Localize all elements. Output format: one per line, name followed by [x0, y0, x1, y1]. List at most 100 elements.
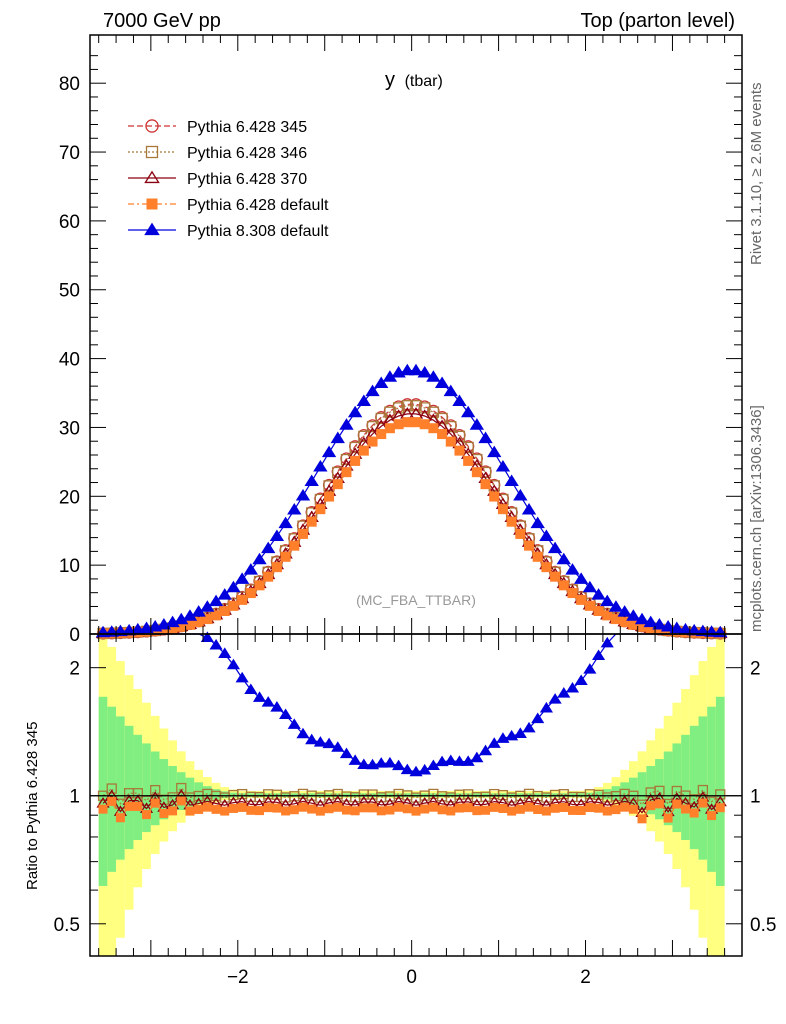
ratio-point-p6def-42: [463, 803, 473, 813]
point-p8def-20: [269, 529, 285, 541]
point-p6def-17: [245, 588, 256, 599]
ratio-point-p8def-29: [348, 754, 362, 765]
side-text-top: Rivet 3.1.10, ≥ 2.6M events: [748, 83, 765, 266]
point-p6def-50: [532, 551, 543, 562]
point-p8def-49: [521, 503, 537, 515]
band-inner-62: [637, 772, 647, 810]
point-p6def-45: [489, 491, 500, 502]
legend: Pythia 6.428 345 Pythia 6.428 346 Pythia 6…: [128, 119, 329, 240]
point-p6def-12: [202, 614, 213, 625]
point-p6def-42: [463, 455, 474, 466]
ratio-point-p6def-64: [654, 799, 664, 809]
ratio-point-p346-69: [697, 784, 709, 796]
point-p346-41: [453, 430, 466, 442]
point-p6def-14: [219, 606, 230, 617]
ratio-point-p6def-60: [620, 802, 630, 812]
legend-marker-p8def: [144, 222, 160, 236]
ratio-point-p6def-26: [324, 804, 334, 814]
main-ytick-label: 40: [59, 350, 80, 371]
point-p8def-35: [400, 363, 415, 376]
ratio-point-p6def-59: [611, 805, 621, 815]
ratio-point-p6def-17: [246, 805, 256, 815]
ratio-ytick-label-left: 1: [69, 787, 80, 808]
ratio-point-p6def-27: [333, 802, 343, 812]
ratio-plot-frame: [89, 633, 743, 957]
point-p8def-47: [504, 474, 519, 487]
point-p8def-59: [608, 600, 624, 612]
point-p6def-27: [332, 479, 343, 490]
point-p346-37: [419, 402, 431, 414]
main-ytick-label: 20: [59, 487, 80, 508]
ratio-point-p6def-46: [498, 803, 508, 813]
point-p8def-12: [200, 600, 215, 612]
ratio-point-p8def-31: [365, 758, 380, 770]
band-inner-61: [628, 777, 638, 807]
ratio-point-p6def-4: [133, 801, 143, 811]
ratio-point-p8def-43: [470, 751, 484, 763]
main-ytick-label: 50: [59, 281, 80, 302]
point-p8def-66: [669, 621, 684, 634]
ratio-point-p346-4: [132, 788, 143, 799]
point-p6def-11: [193, 617, 204, 628]
point-p6def-26: [324, 491, 335, 502]
point-p8def-50: [530, 516, 545, 529]
ratio-point-p6def-71: [715, 803, 725, 813]
ratio-point-p6def-48: [515, 804, 525, 814]
band-inner-10: [185, 777, 195, 807]
ratio-ticks: 0.5 0.5 1 1 2 2: [54, 659, 777, 936]
ratio-point-p6def-66: [672, 799, 682, 809]
band-inner-7: [159, 759, 169, 820]
point-p346-35: [401, 400, 413, 412]
ratio-point-p6def-62: [637, 814, 647, 824]
ratio-point-p8def-45: [487, 737, 501, 748]
point-p8def-17: [243, 563, 258, 575]
point-p8def-38: [426, 370, 441, 382]
point-p6def-43: [471, 467, 482, 478]
ratio-point-p8def-15: [226, 658, 241, 670]
ratio-point-p6def-45: [489, 802, 499, 812]
point-p8def-57: [591, 588, 606, 600]
ratio-point-p6def-19: [263, 803, 273, 813]
ratio-point-p8def-25: [313, 736, 327, 747]
watermark: (MC_FBA_TTBAR): [356, 592, 476, 608]
ratio-point-p8def-58: [600, 636, 614, 648]
ratio-point-p6def-69: [698, 798, 708, 808]
ratio-point-p6def-3: [124, 801, 134, 811]
ratio-point-p6def-31: [368, 803, 378, 813]
ratio-point-p6def-23: [298, 802, 308, 812]
ratio-ytick-label-right: 2: [750, 659, 761, 680]
legend-label-p370: Pythia 6.428 370: [187, 171, 307, 188]
point-p6def-44: [480, 479, 491, 490]
ratio-point-p6def-41: [454, 803, 464, 813]
point-p6def-60: [619, 617, 630, 628]
point-p8def-19: [261, 541, 276, 554]
point-p6def-13: [211, 610, 222, 621]
band-inner-59: [611, 786, 621, 802]
main-ticks: 0 10 20 30 40 50 60 70 80: [59, 55, 742, 646]
ratio-point-p6def-63: [646, 801, 656, 811]
legend-label-p8def: Pythia 8.308 default: [187, 223, 329, 240]
ratio-ytick-label-left: 2: [69, 659, 80, 680]
ratio-point-p6def-58: [602, 806, 612, 816]
ratio-point-p6def-40: [446, 806, 456, 816]
point-p6def-28: [341, 467, 352, 478]
plot-title: y (tbar): [385, 69, 443, 91]
ratio-point-p8def-32: [374, 757, 388, 768]
point-p6def-57: [593, 606, 604, 617]
ratio-point-p6def-5: [142, 810, 152, 820]
ratio-point-p8def-51: [539, 701, 553, 713]
ratio-point-p6def-29: [350, 806, 360, 816]
point-p6def-56: [584, 600, 595, 611]
point-p6def-34: [393, 419, 404, 430]
side-text-bottom: mcplots.cern.ch [arXiv:1306.3436]: [748, 405, 765, 632]
ratio-series-p6def: [98, 796, 725, 824]
band-inner-68: [689, 725, 699, 850]
point-p8def-22: [287, 503, 302, 515]
ratio-point-p8def-23: [296, 727, 310, 739]
point-p346-32: [375, 412, 387, 425]
legend-marker-p346: [145, 145, 159, 159]
point-p8def-16: [234, 572, 250, 584]
ratio-point-p6def-16: [237, 802, 247, 812]
ratio-point-p6def-7: [159, 808, 169, 818]
